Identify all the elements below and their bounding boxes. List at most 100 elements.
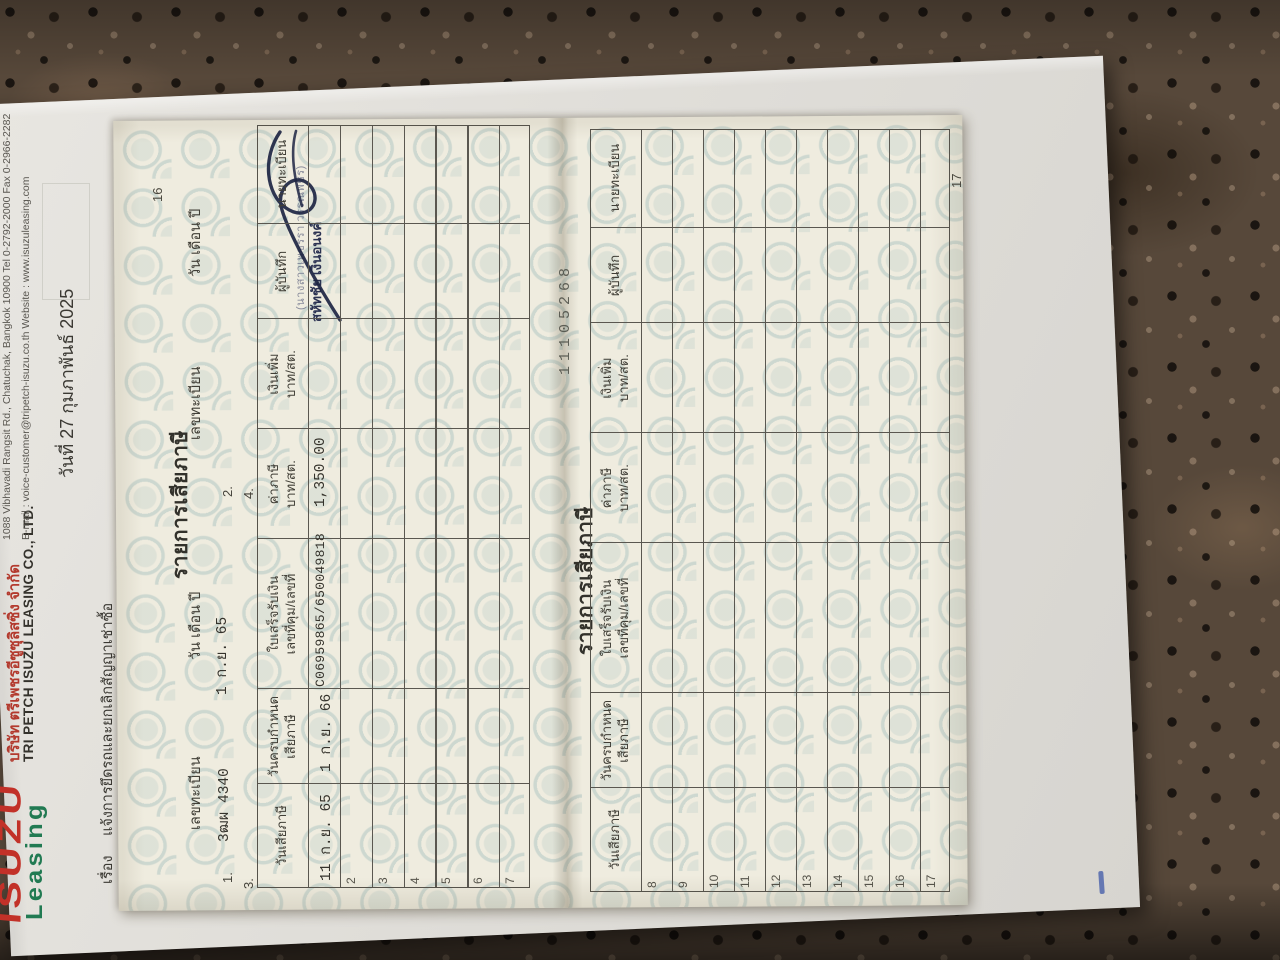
cell-receipt-number: C06959865/650049818 [313,533,328,687]
column-header: ค่าภาษี บาท/สต. [266,429,300,539]
column-header-line1: ใบเสร็จรับเงิน [266,575,281,653]
row-line [920,130,922,891]
leasing-logo: Leasing [21,801,47,920]
column-header-line1: ผู้บันทึก [274,250,289,293]
entry-slot-3: 3. [241,878,256,889]
row-number: 12 [769,874,783,888]
row-number: 5 [439,877,454,884]
column-header: เงินเพิ่ม บาท/สต. [599,323,633,433]
registrar-signature-ink [266,129,342,322]
column-header: วันครบกำหนด เสียภาษี [599,693,633,788]
company-contact: E-mail : voice-customer@tripetch-isuzu.c… [20,176,32,540]
entry-slot-1: 1. [220,872,235,883]
tax-page-17: 11105268 รายการเสียภาษี 17 วันเสียภาษี วั… [557,128,965,910]
cell-due-date: 1 ก.ย. 66 [319,693,335,772]
page-16-title: รายการเสียภาษี [169,430,192,579]
column-header: วันครบกำหนด เสียภาษี [266,689,300,784]
column-line [591,226,949,228]
row-line [308,126,310,887]
cell-tax-amount: 1,350.00 [313,437,329,507]
row-line [796,130,798,891]
row-number: 13 [800,874,814,888]
row-line [339,126,342,887]
row-line [371,126,374,887]
page-number-16: 16 [150,187,165,202]
column-header-line1: ใบเสร็จรับเงิน [599,579,614,657]
row-line [858,130,860,891]
row-line [765,130,767,891]
row-number: 7 [503,877,518,884]
column-header-line2: เลขที่คุม/เลขที่ [282,573,298,655]
subject-label: เรื่อง [100,855,116,884]
column-header-line2: บาท/สต. [615,464,631,512]
column-line [591,541,949,543]
column-header-line1: เงินเพิ่ม [266,353,281,395]
column-header-line1: วันครบกำหนด [599,699,614,782]
row-line [403,126,405,887]
column-header: ผู้บันทึก [274,224,291,319]
row-line [827,130,829,891]
column-header: เงินเพิ่ม บาท/สต. [266,319,300,429]
row-number: 6 [471,877,486,884]
company-address: 1088 Vibhavadi Rangsit Rd., Chatuchak, B… [1,113,13,540]
column-line [591,691,949,693]
row-line [734,130,736,891]
company-name-english: TRI PETCH ISUZU LEASING CO., LTD. [21,505,36,762]
column-line [591,321,949,323]
column-header-line2: บาท/สต. [282,350,298,398]
column-header: นายทะเบียน [274,124,291,224]
row-number: 11 [738,875,752,888]
column-header-line1: วันครบกำหนด [266,695,281,778]
column-header: นายทะเบียน [607,128,624,228]
row-line [435,126,437,887]
row-number: 17 [924,874,938,888]
row-number: 2 [343,877,358,884]
column-header: วันเสียภาษี [607,788,624,891]
column-header: ผู้บันทึก [607,228,624,323]
registration-number-value: 3ฒผ 4340 [217,768,233,842]
page-number-17: 17 [949,173,964,188]
column-header-line1: เงินเพิ่ม [599,357,614,399]
tax-table-page-16: วันเสียภาษี วันครบกำหนด เสียภาษี ใบเสร็จรับ… [257,125,530,888]
column-header: ใบเสร็จรับเงิน เลขที่คุม/เลขที่ [599,543,633,693]
column-header-line1: วันเสียภาษี [607,809,622,870]
column-header: วันเสียภาษี [274,784,291,887]
column-header-line2: บาท/สต. [615,354,631,402]
letterhead-content: ISUZU Leasing บริษัท ตรีเพชรอีซูซุลิสซิ่… [0,0,118,960]
column-header-line2: เสียภาษี [282,714,298,759]
reg-date-label-right: วัน เดือน ปี [188,208,204,277]
row-number: 4 [407,877,422,884]
cell-tax-paid-date: 11 ก.ย. 65 [319,794,335,881]
row-line [499,126,501,887]
reg-date-label-left: วัน เดือน ปี [188,591,204,660]
row-number: 3 [375,877,390,884]
row-line [641,130,643,891]
column-header-line1: ผู้บันทึก [607,254,622,297]
column-header-line1: นายทะเบียน [274,139,289,209]
column-header: ค่าภาษี บาท/สต. [599,433,633,543]
row-line [889,130,891,891]
row-number: 16 [893,874,907,888]
column-line [591,431,949,433]
entry-slot-4: 4. [241,488,256,499]
row-line [672,130,674,891]
letter-date: วันที่ 27 กุมภาพันธ์ 2025 [57,288,77,478]
row-number: 10 [707,874,721,888]
faint-stamp-impression [42,183,90,300]
column-header-line2: เสียภาษี [615,718,631,763]
reg-no-label-left: เลขทะเบียน [188,756,204,830]
column-header-line1: นายทะเบียน [607,143,622,213]
row-number: 14 [831,874,845,888]
tax-table-page-17: วันเสียภาษี วันครบกำหนด เสียภาษี ใบเสร็จรับ… [590,129,950,892]
column-header: ใบเสร็จรับเงิน เลขที่คุม/เลขที่ [266,539,300,689]
subject-text: แจ้งการยึดรถและยกเลิกสัญญาเช่าซื้อ [100,602,116,836]
column-header-line1: วันเสียภาษี [274,805,289,866]
row-line [467,126,469,887]
column-header-line2: บาท/สต. [282,460,298,508]
column-header-line1: ค่าภาษี [599,467,614,509]
column-header-line2: เลขที่คุม/เลขที่ [615,577,631,659]
entry-slot-2: 2. [220,486,235,497]
row-line [703,130,705,891]
row-number: 15 [862,874,876,888]
row-number: 8 [645,881,659,888]
